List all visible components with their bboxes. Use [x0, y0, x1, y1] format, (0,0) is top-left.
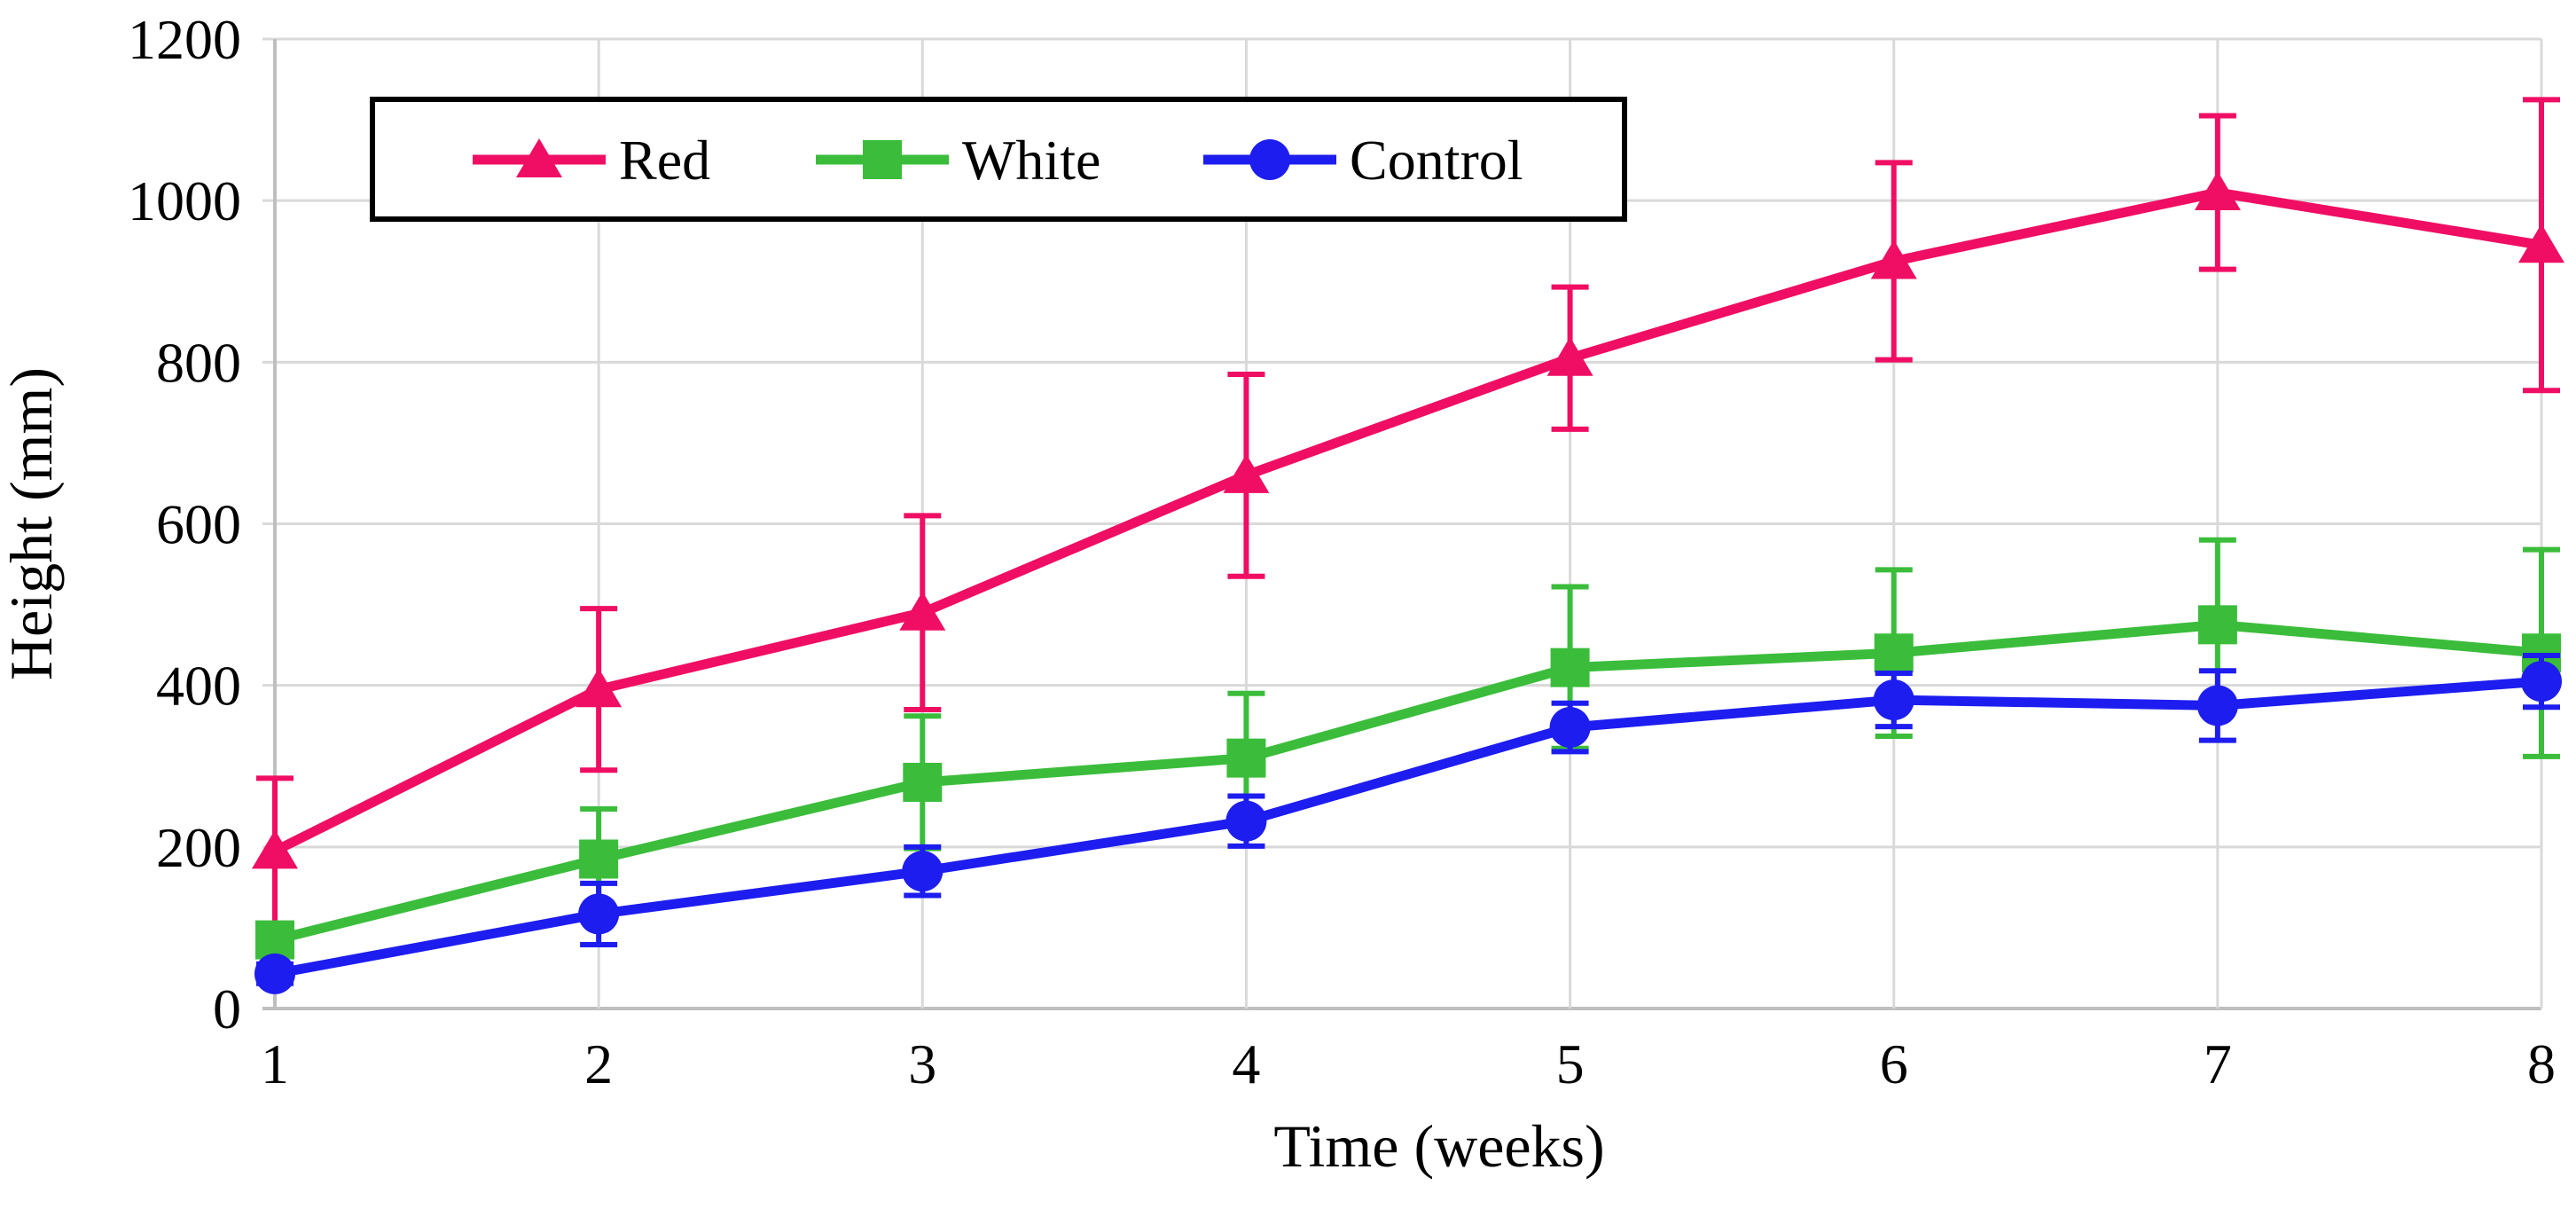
y-tick-label: 0 [213, 977, 241, 1040]
circle-marker [254, 953, 295, 994]
series-control [254, 652, 2562, 994]
square-marker [1874, 633, 1914, 673]
triangle-marker [575, 668, 622, 708]
y-axis-title: Height (mm) [0, 367, 65, 680]
y-tick-label: 200 [156, 816, 241, 879]
y-tick-label: 600 [156, 493, 241, 556]
x-tick-label: 2 [584, 1032, 613, 1095]
triangle-marker [2194, 171, 2241, 211]
square-marker [903, 762, 943, 802]
legend-label: Control [1350, 129, 1523, 192]
y-tick-label: 400 [156, 655, 241, 718]
x-tick-label: 6 [1880, 1032, 1908, 1095]
triangle-marker [899, 591, 946, 631]
circle-marker [1873, 679, 1914, 721]
legend-item-control: Control [1203, 129, 1523, 192]
circle-marker [1249, 139, 1290, 180]
square-marker [863, 140, 902, 179]
triangle-marker [516, 138, 562, 177]
circle-marker [2521, 661, 2562, 703]
x-tick-label: 8 [2527, 1032, 2556, 1095]
square-marker [2197, 605, 2237, 645]
triangle-marker [1223, 453, 1270, 493]
triangle-marker [2518, 224, 2564, 263]
x-tick-label: 7 [2204, 1032, 2232, 1095]
x-tick-label: 3 [908, 1032, 936, 1095]
x-axis-title: Time (weeks) [1273, 1112, 1604, 1180]
triangle-marker [1870, 239, 1917, 279]
x-tick-label: 5 [1556, 1032, 1585, 1095]
square-marker [255, 920, 294, 960]
square-marker [1550, 648, 1590, 687]
legend-item-white: White [816, 129, 1100, 192]
circle-marker [578, 893, 620, 935]
triangle-marker [252, 829, 298, 869]
series-line [272, 187, 2542, 856]
series-red [252, 97, 2564, 927]
axis-tick-labels: 0 200 400 600 800 1000 1200 1 2 3 4 5 6 7 8 [128, 8, 2556, 1095]
legend-label: Red [619, 129, 710, 192]
legend-label: White [962, 129, 1100, 192]
legend: Red White Control [370, 97, 1627, 222]
series-line [274, 676, 2542, 979]
square-marker [1226, 738, 1266, 778]
triangle-marker [1546, 336, 1593, 376]
series-line [273, 619, 2542, 945]
x-tick-label: 1 [261, 1032, 289, 1095]
circle-marker [1225, 800, 1267, 842]
y-tick-label: 800 [156, 331, 241, 394]
circle-marker [2196, 685, 2238, 726]
x-tick-label: 4 [1232, 1032, 1260, 1095]
circle-marker [902, 851, 943, 892]
y-tick-label: 1200 [128, 8, 241, 71]
y-tick-label: 1000 [128, 169, 241, 232]
legend-item-red: Red [473, 129, 710, 192]
circle-marker [1549, 707, 1591, 749]
square-marker [579, 839, 619, 879]
